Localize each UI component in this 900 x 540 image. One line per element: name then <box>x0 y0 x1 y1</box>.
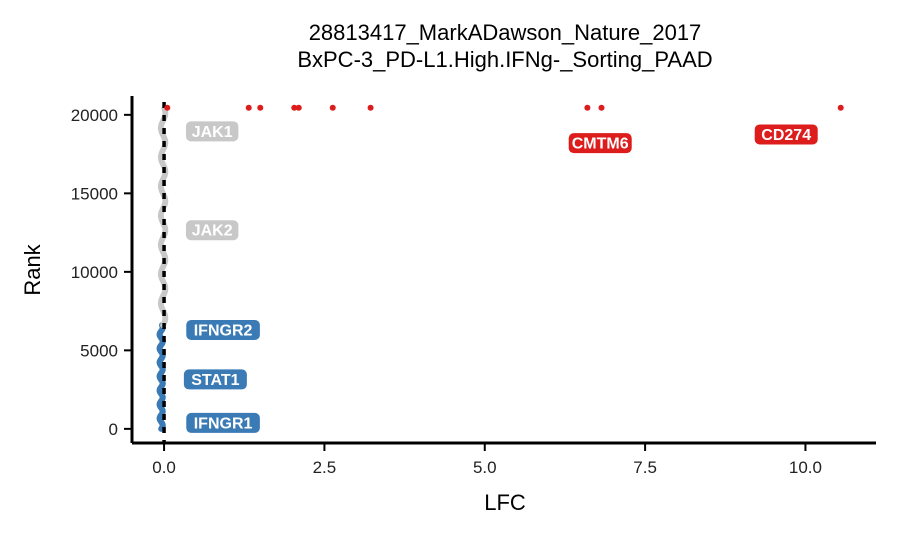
chart-title: 28813417_MarkADawson_Nature_2017 BxPC-3_… <box>297 20 712 72</box>
gene-label-ifngr2: IFNGR2 <box>186 319 260 340</box>
y-tick-label: 5000 <box>80 341 118 360</box>
gene-label-text: IFNGR2 <box>194 322 253 339</box>
x-tick-label: 0.0 <box>152 458 176 477</box>
x-axis-title: LFC <box>484 490 526 515</box>
gene-label-jak2: JAK2 <box>185 220 239 241</box>
gene-label-text: STAT1 <box>191 372 239 389</box>
x-tick-label: 2.5 <box>313 458 337 477</box>
data-point <box>367 104 374 111</box>
data-point <box>257 104 264 111</box>
data-point <box>245 104 252 111</box>
gene-label-box <box>186 412 260 433</box>
data-point <box>291 104 298 111</box>
data-point <box>164 104 171 111</box>
gene-label-cmtm6: CMTM6 <box>568 133 632 154</box>
y-tick-label: 20000 <box>71 106 118 125</box>
gene-label-text: CD274 <box>761 127 811 144</box>
data-point <box>584 104 591 111</box>
gene-label-ifngr1: IFNGR1 <box>186 412 260 433</box>
gene-label-text: JAK1 <box>192 124 233 141</box>
data-points <box>164 104 844 111</box>
data-point <box>598 104 605 111</box>
y-tick-label: 15000 <box>71 184 118 203</box>
y-axis-title: Rank <box>20 243 45 295</box>
gene-label-stat1: STAT1 <box>183 369 247 390</box>
y-tick-label: 0 <box>109 420 118 439</box>
gene-label-cd274: CD274 <box>754 124 818 145</box>
y-tick-label: 10000 <box>71 263 118 282</box>
data-point <box>295 104 302 111</box>
gene-label-box <box>183 369 247 390</box>
gene-label-text: IFNGR1 <box>194 415 253 432</box>
chart-title-line-2: BxPC-3_PD-L1.High.IFNg-_Sorting_PAAD <box>297 47 712 72</box>
data-point <box>837 104 844 111</box>
axes: 0.0 2.5 5.0 7.5 10.0 0 5000 10000 15000 20000 <box>71 96 876 477</box>
gene-label-box <box>568 133 632 154</box>
gene-label-jak1: JAK1 <box>185 121 239 142</box>
gene-label-text: CMTM6 <box>572 136 629 153</box>
gene-label-box <box>186 319 260 340</box>
x-tick-label: 7.5 <box>633 458 657 477</box>
gene-label-box <box>185 220 239 241</box>
x-tick-label: 10.0 <box>789 458 822 477</box>
gene-label-box <box>754 124 818 145</box>
gene-label-box <box>185 121 239 142</box>
data-point <box>329 104 336 111</box>
y-axis-ticks: 0 5000 10000 15000 20000 <box>71 106 132 439</box>
chart-title-line-1: 28813417_MarkADawson_Nature_2017 <box>309 20 702 45</box>
x-axis-ticks: 0.0 2.5 5.0 7.5 10.0 <box>152 443 822 477</box>
gene-labels: JAK1 JAK2 IFNGR2 STAT1 IFNGR1 CMTM6 CD274 <box>183 121 818 433</box>
gene-label-text: JAK2 <box>192 223 233 240</box>
x-tick-label: 5.0 <box>473 458 497 477</box>
